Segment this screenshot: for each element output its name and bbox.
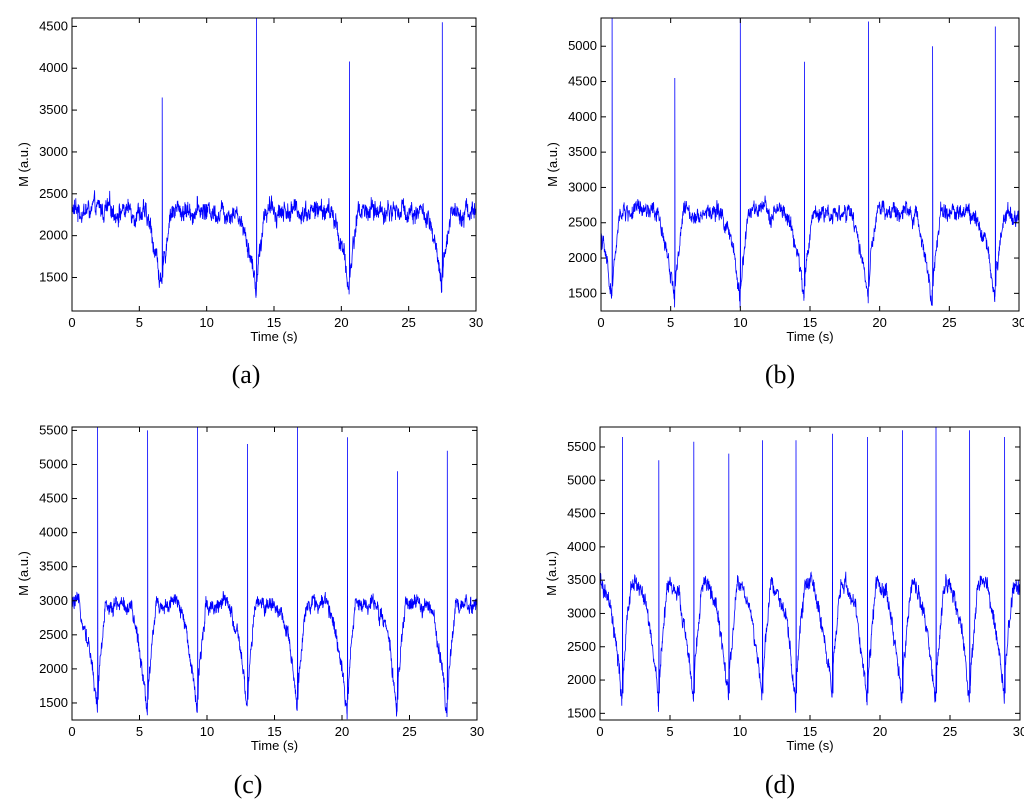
signal-line-d [600,427,1020,713]
y-tick-label-a: 4000 [39,60,68,75]
x-tick-label-d: 30 [1013,724,1024,739]
chart-d-svg: 0 5 10 15 20 25 30 1500 2000 2500 3000 3500 4000 4500… [544,426,1024,753]
x-tick-label-d: 10 [733,724,747,739]
chart-c-svg: 0 5 10 15 20 25 30 1500 2000 2500 3000 3500 4000 4500… [16,422,484,753]
y-tick-label-c: 1500 [39,695,68,710]
x-tick-label-d: 5 [666,724,673,739]
x-tick-label-b: 0 [597,315,604,330]
signal-line-a [72,18,476,298]
panel-label-d: (d) [764,770,796,799]
panel-label-a: (a) [231,360,261,389]
y-tick-label-b: 4500 [568,74,597,89]
x-tick-label-c: 20 [335,724,349,739]
x-tick-label-c: 15 [267,724,281,739]
x-tick-label-c: 0 [68,724,75,739]
panel-b: 0 5 10 15 20 25 30 1500 2000 2500 3000 3500 4000 4500… [512,0,1024,400]
y-tick-label-a: 4500 [39,18,68,33]
signal-line-b [601,18,1019,308]
y-tick-label-d: 4500 [567,506,596,521]
y-axis-label-a: M (a.u.) [16,142,31,187]
chart-a-svg: 0 5 10 15 20 25 30 1500 2000 2500 3000 3500 4000 4500… [16,17,483,344]
y-tick-label-b: 4000 [568,109,597,124]
y-tick-label-a: 2500 [39,186,68,201]
y-tick-label-b: 2500 [568,215,597,230]
x-tick-label-a: 20 [334,315,348,330]
axes-frame-a [71,17,477,312]
x-axis-label-d: Time (s) [786,738,833,753]
panel-label-c: (c) [233,770,263,799]
axes-frame-d [599,426,1021,721]
x-tick-label-a: 10 [199,315,213,330]
y-tick-label-a: 1500 [39,270,68,285]
y-tick-label-c: 2500 [39,627,68,642]
panel-label-b: (b) [764,360,796,389]
x-tick-label-c: 10 [200,724,214,739]
panel-c: 0 5 10 15 20 25 30 1500 2000 2500 3000 3500 4000 4500… [0,405,512,805]
x-axis-label-a: Time (s) [250,329,297,344]
y-tick-label-b: 1500 [568,285,597,300]
axes-frame-b [600,17,1020,312]
y-tick-label-a: 3000 [39,144,68,159]
x-axis-label-b: Time (s) [786,329,833,344]
axes-frame-c [71,426,478,721]
x-tick-label-b: 15 [803,315,817,330]
y-tick-label-d: 5500 [567,439,596,454]
x-tick-label-c: 30 [470,724,484,739]
y-tick-label-d: 3000 [567,605,596,620]
y-tick-label-c: 4500 [39,491,68,506]
chart-b-svg: 0 5 10 15 20 25 30 1500 2000 2500 3000 3500 4000 4500… [545,17,1024,344]
y-tick-label-a: 3500 [39,102,68,117]
x-tick-label-d: 0 [596,724,603,739]
y-tick-label-d: 4000 [567,539,596,554]
x-tick-label-b: 20 [872,315,886,330]
y-tick-label-c: 2000 [39,661,68,676]
y-tick-label-d: 5000 [567,472,596,487]
x-tick-label-a: 25 [401,315,415,330]
signal-line-c [72,427,477,720]
x-axis-label-c: Time (s) [251,738,298,753]
y-tick-label-b: 3000 [568,179,597,194]
panel-d: 0 5 10 15 20 25 30 1500 2000 2500 3000 3500 4000 4500… [512,405,1024,805]
x-tick-label-c: 25 [402,724,416,739]
x-tick-label-d: 25 [943,724,957,739]
panel-a: 0 5 10 15 20 25 30 1500 2000 2500 3000 3500 4000 4500… [0,0,512,400]
x-tick-label-b: 30 [1012,315,1024,330]
x-tick-label-b: 10 [733,315,747,330]
y-tick-label-a: 2000 [39,228,68,243]
x-tick-label-d: 15 [803,724,817,739]
y-tick-label-c: 3500 [39,559,68,574]
y-tick-label-d: 2000 [567,672,596,687]
x-tick-label-a: 0 [68,315,75,330]
x-tick-label-a: 15 [267,315,281,330]
y-tick-label-b: 5000 [568,38,597,53]
y-axis-label-c: M (a.u.) [16,551,31,596]
x-tick-label-b: 5 [667,315,674,330]
y-tick-label-b: 2000 [568,250,597,265]
x-tick-label-b: 25 [942,315,956,330]
y-tick-label-c: 3000 [39,593,68,608]
y-tick-label-d: 1500 [567,705,596,720]
y-tick-label-d: 3500 [567,572,596,587]
y-tick-label-b: 3500 [568,144,597,159]
y-tick-label-d: 2500 [567,639,596,654]
y-axis-label-d: M (a.u.) [544,551,559,596]
y-axis-label-b: M (a.u.) [545,142,560,187]
y-tick-label-c: 4000 [39,525,68,540]
x-tick-label-a: 30 [469,315,483,330]
x-tick-label-c: 5 [136,724,143,739]
y-tick-label-c: 5500 [39,422,68,437]
y-tick-label-c: 5000 [39,456,68,471]
x-tick-label-d: 20 [873,724,887,739]
x-tick-label-a: 5 [136,315,143,330]
